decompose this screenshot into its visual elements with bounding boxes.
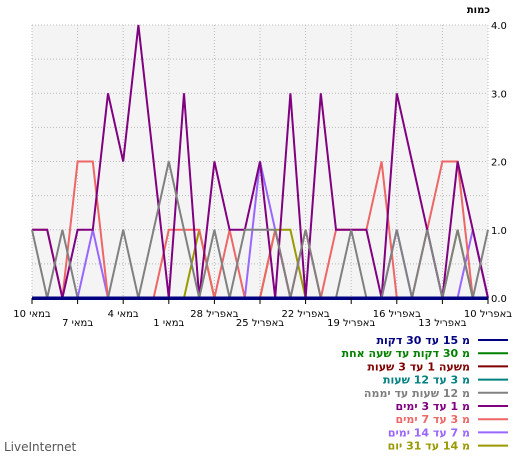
x-tick-label: 22 באפריל [282,309,330,320]
x-tick-label: 7 במאי [62,318,93,329]
legend-label: מ 14 עד 31 יום [388,440,470,453]
y-tick-label: 4.0 [491,21,507,32]
legend-label: משעה 1 עד 3 שעות [367,360,470,373]
x-tick-label: 4 במאי [108,309,139,320]
y-tick-label: 3.0 [491,89,507,100]
legend-label: מ 12 שעות עד יממה [364,387,470,400]
legend-label: מ 3 עד 12 שעות [383,374,470,387]
legend-label: מ 1 עד 3 ימים [396,400,471,413]
legend-label: מ 3 עד 7 ימים [396,413,471,426]
x-tick-label: 28 באפריל [190,309,238,320]
y-axis: 0.0 1.0 2.0 3.0 4.0 [491,21,507,305]
x-tick-label: 1 במאי [153,318,184,329]
x-tick-label: 19 באפריל [327,318,375,329]
y-tick-label: 2.0 [491,158,507,169]
series-line [32,24,489,299]
y-tick-label: 0.0 [491,294,507,305]
x-tick-label: 25 באפריל [236,318,284,329]
legend-label: מ 15 עד 30 דקות [376,334,470,347]
x-tick-label: 13 באפריל [418,318,466,329]
x-tick-label: 16 באפריל [373,309,421,320]
legend-label: מ 7 עד 14 ימים [388,426,470,439]
x-tick-label: 10 באפריל [464,309,512,320]
legend-label: מ 30 דקות עד שעה אחת [342,347,470,360]
y-tick-label: 1.0 [491,226,507,237]
y-axis-label: כמות [467,5,491,16]
x-tick-label: 10 במאי [13,309,51,320]
brand-logo: LiveInternet [4,440,76,454]
